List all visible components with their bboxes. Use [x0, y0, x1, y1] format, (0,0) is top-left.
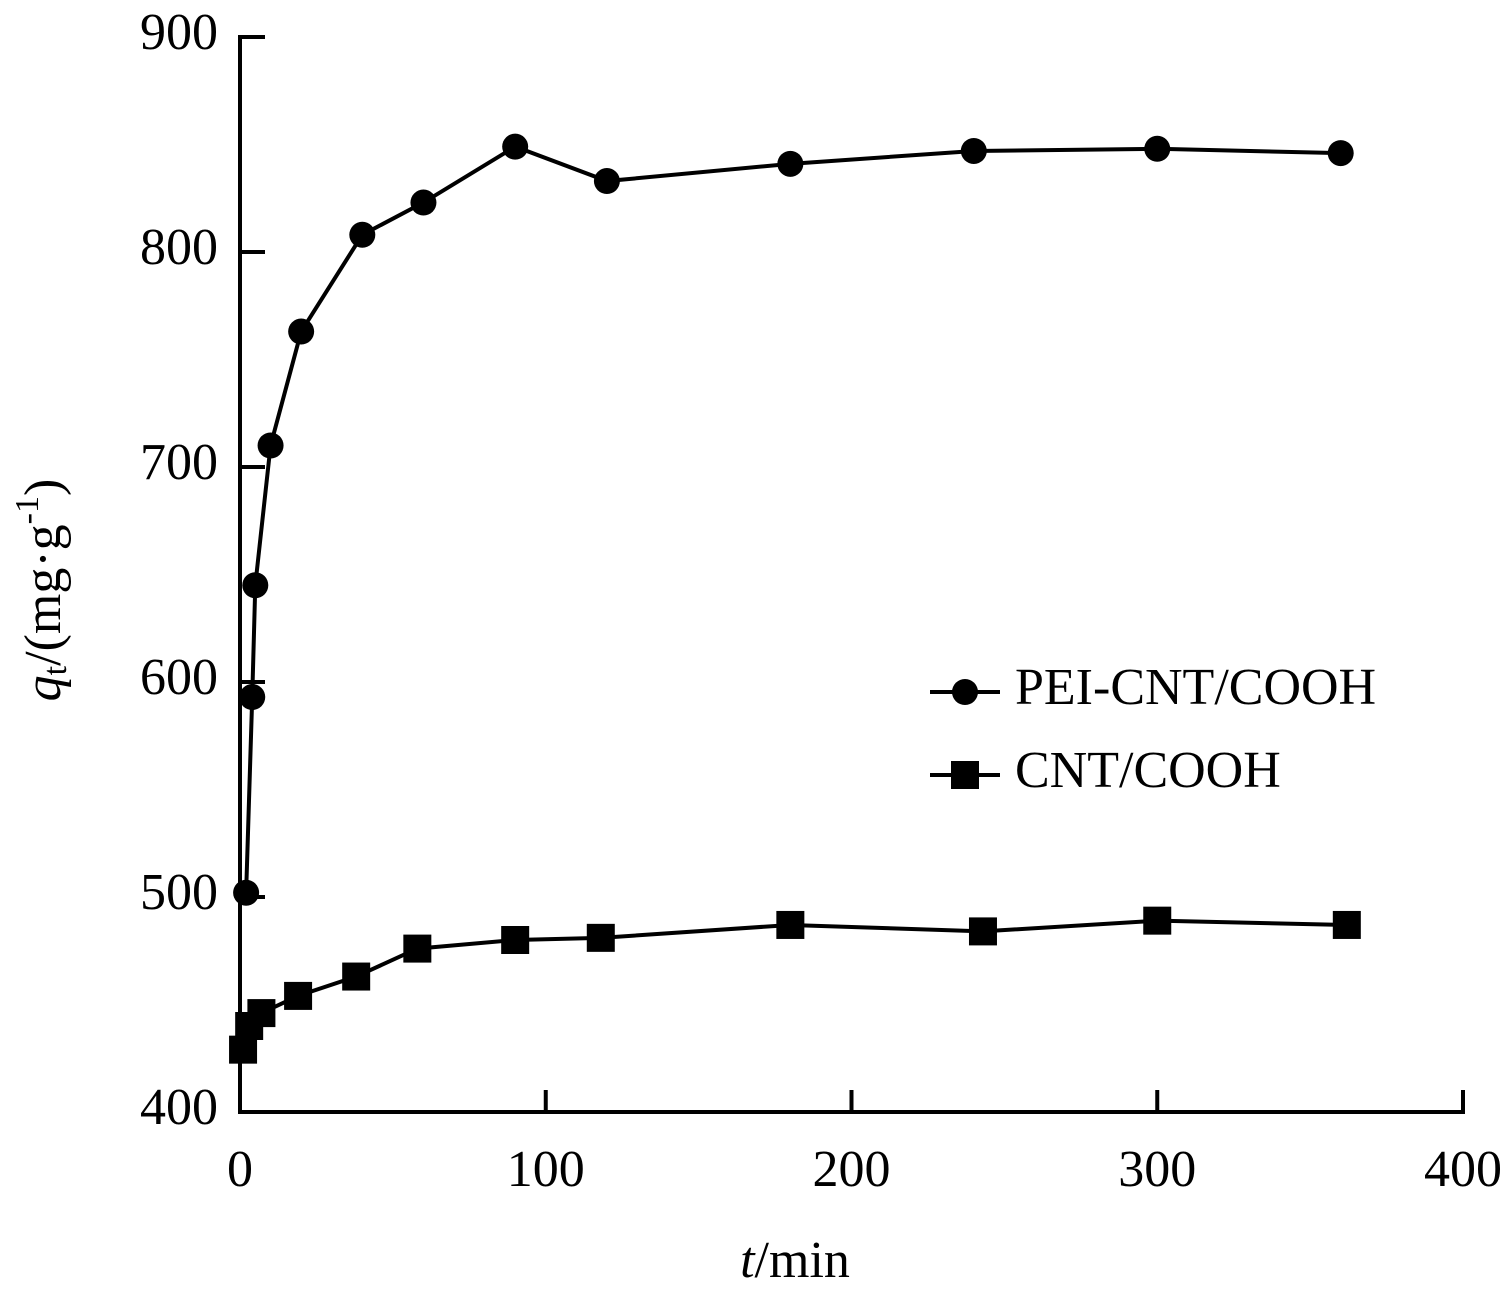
- y-label-sub: t: [37, 665, 74, 675]
- data-point: [410, 189, 437, 216]
- data-point: [349, 221, 376, 248]
- data-point: [239, 684, 266, 711]
- legend-label: PEI-CNT/COOH: [1015, 659, 1376, 716]
- data-point: [342, 962, 371, 991]
- data-point: [403, 934, 432, 963]
- data-point: [777, 150, 804, 177]
- x-tick-label: 400: [1424, 1141, 1502, 1198]
- y-tick-label: 900: [140, 4, 218, 61]
- legend-label: CNT/COOH: [1015, 742, 1281, 799]
- data-point: [1144, 135, 1171, 162]
- data-point: [288, 318, 315, 345]
- y-tick-label: 700: [140, 434, 218, 491]
- y-label-q: q: [15, 675, 72, 701]
- data-point: [960, 137, 987, 164]
- data-point: [247, 999, 276, 1028]
- y-axis-label: qt/(mg·g-1): [9, 479, 74, 702]
- legend-marker: [952, 679, 978, 705]
- data-point: [233, 879, 260, 906]
- data-point: [776, 910, 805, 939]
- y-label-sup: -1: [9, 496, 46, 524]
- data-point: [1332, 910, 1361, 939]
- x-axis-label: t/min: [740, 1232, 850, 1289]
- data-point: [1143, 906, 1172, 935]
- data-point: [586, 923, 615, 952]
- data-point: [502, 133, 529, 160]
- data-point: [242, 572, 269, 599]
- x-label-italic: t: [740, 1232, 756, 1289]
- y-tick-label: 400: [140, 1079, 218, 1136]
- x-tick-label: 300: [1118, 1141, 1196, 1198]
- y-tick-label: 800: [140, 219, 218, 276]
- x-tick-label: 0: [227, 1141, 253, 1198]
- x-tick-label: 200: [813, 1141, 891, 1198]
- x-tick-label: 100: [507, 1141, 585, 1198]
- data-point: [968, 917, 997, 946]
- data-point: [593, 168, 620, 195]
- legend-marker: [951, 761, 979, 789]
- data-point: [229, 1035, 258, 1064]
- y-tick-label: 500: [140, 864, 218, 921]
- x-label-unit: /min: [755, 1232, 850, 1289]
- data-point: [501, 926, 530, 954]
- y-tick-label: 600: [140, 649, 218, 706]
- y-label-end: ): [15, 479, 72, 496]
- data-point: [284, 981, 313, 1010]
- data-point: [1327, 140, 1354, 167]
- data-point: [257, 432, 284, 459]
- y-label-mid: /(mg·g: [15, 524, 72, 666]
